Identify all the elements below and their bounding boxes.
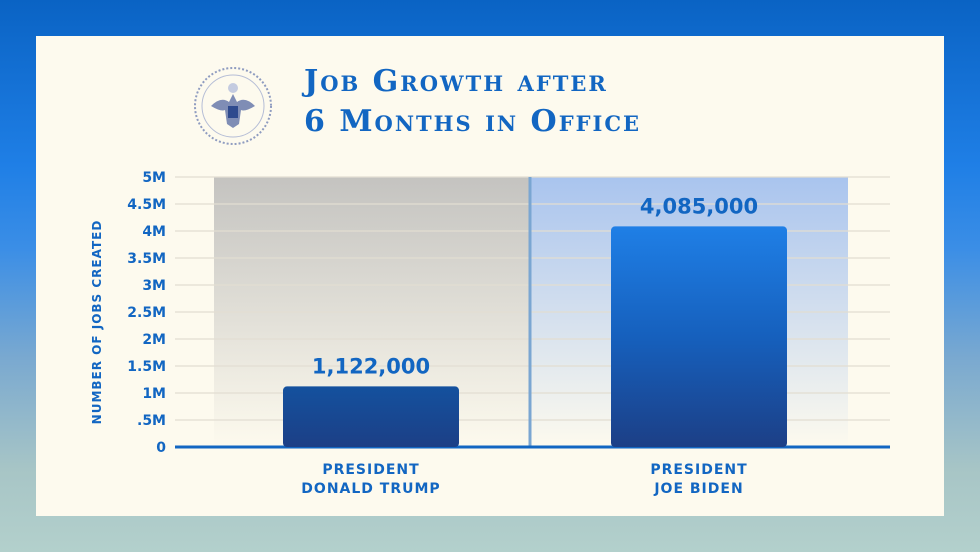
title-line-2: 6 Months in Office <box>304 104 642 139</box>
y-tick-label: .5M <box>137 413 166 429</box>
y-axis-label: NUMBER OF JOBS CREATED <box>90 220 104 425</box>
y-tick-label: 1.5M <box>127 359 166 375</box>
y-tick-label: 0 <box>156 440 166 456</box>
title-line-1: Job Growth after <box>304 64 608 99</box>
category-label: PRESIDENT <box>650 462 747 478</box>
y-tick-label: 5M <box>142 170 166 186</box>
y-tick-label: 2M <box>142 332 166 348</box>
presidential-seal-icon <box>194 67 272 145</box>
chart-title: Job Growth after 6 Months in Office <box>304 62 641 142</box>
category-label: DONALD TRUMP <box>301 481 440 497</box>
data-label: 4,085,000 <box>640 194 758 218</box>
y-tick-label: 4M <box>142 224 166 240</box>
y-tick-label: 4.5M <box>127 197 166 213</box>
y-tick-label: 2.5M <box>127 305 166 321</box>
y-tick-label: 3.5M <box>127 251 166 267</box>
data-label: 1,122,000 <box>312 354 430 378</box>
bar <box>611 226 787 447</box>
y-tick-label: 1M <box>142 386 166 402</box>
category-label: PRESIDENT <box>322 462 419 478</box>
category-label: JOE BIDEN <box>653 481 743 497</box>
y-tick-label: 3M <box>142 278 166 294</box>
bar <box>283 386 459 447</box>
